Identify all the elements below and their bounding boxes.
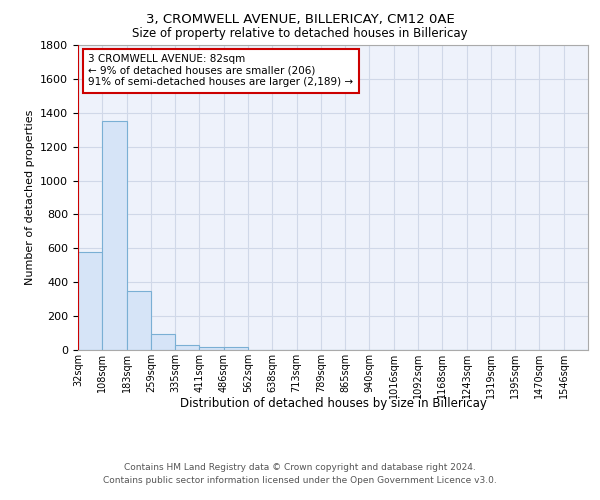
Bar [224,348,248,350]
Bar [78,252,102,350]
Y-axis label: Number of detached properties: Number of detached properties [25,110,35,285]
Bar [175,345,199,350]
Text: 3, CROMWELL AVENUE, BILLERICAY, CM12 0AE: 3, CROMWELL AVENUE, BILLERICAY, CM12 0AE [146,12,454,26]
Text: Distribution of detached houses by size in Billericay: Distribution of detached houses by size … [179,398,487,410]
Bar [102,121,127,350]
Bar [151,334,175,350]
Text: 3 CROMWELL AVENUE: 82sqm
← 9% of detached houses are smaller (206)
91% of semi-d: 3 CROMWELL AVENUE: 82sqm ← 9% of detache… [88,54,353,88]
Text: Contains public sector information licensed under the Open Government Licence v3: Contains public sector information licen… [103,476,497,485]
Text: Contains HM Land Registry data © Crown copyright and database right 2024.: Contains HM Land Registry data © Crown c… [124,462,476,471]
Bar [127,290,151,350]
Text: Size of property relative to detached houses in Billericay: Size of property relative to detached ho… [132,28,468,40]
Bar [199,346,224,350]
